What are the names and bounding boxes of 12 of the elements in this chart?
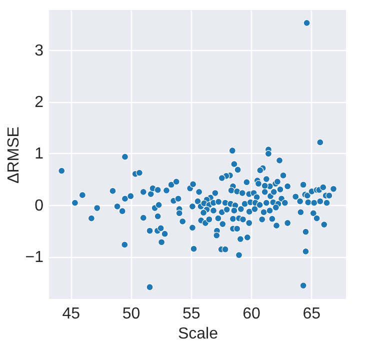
y-tick-label: 3: [34, 42, 44, 60]
y-axis-title: ΔRMSE: [5, 126, 22, 184]
x-tick-label: 55: [182, 306, 200, 322]
x-tick-label: 60: [242, 306, 261, 322]
x-axis-title: Scale: [178, 326, 218, 342]
y-tick-label: 0: [34, 197, 44, 214]
y-tick-label: 1: [34, 146, 44, 163]
y-tick-label: −1: [25, 249, 44, 266]
y-tick-label: 2: [34, 94, 44, 112]
x-tick-label: 50: [122, 306, 140, 322]
x-tick-label: 65: [302, 306, 321, 322]
x-tick-label: 45: [62, 306, 80, 322]
